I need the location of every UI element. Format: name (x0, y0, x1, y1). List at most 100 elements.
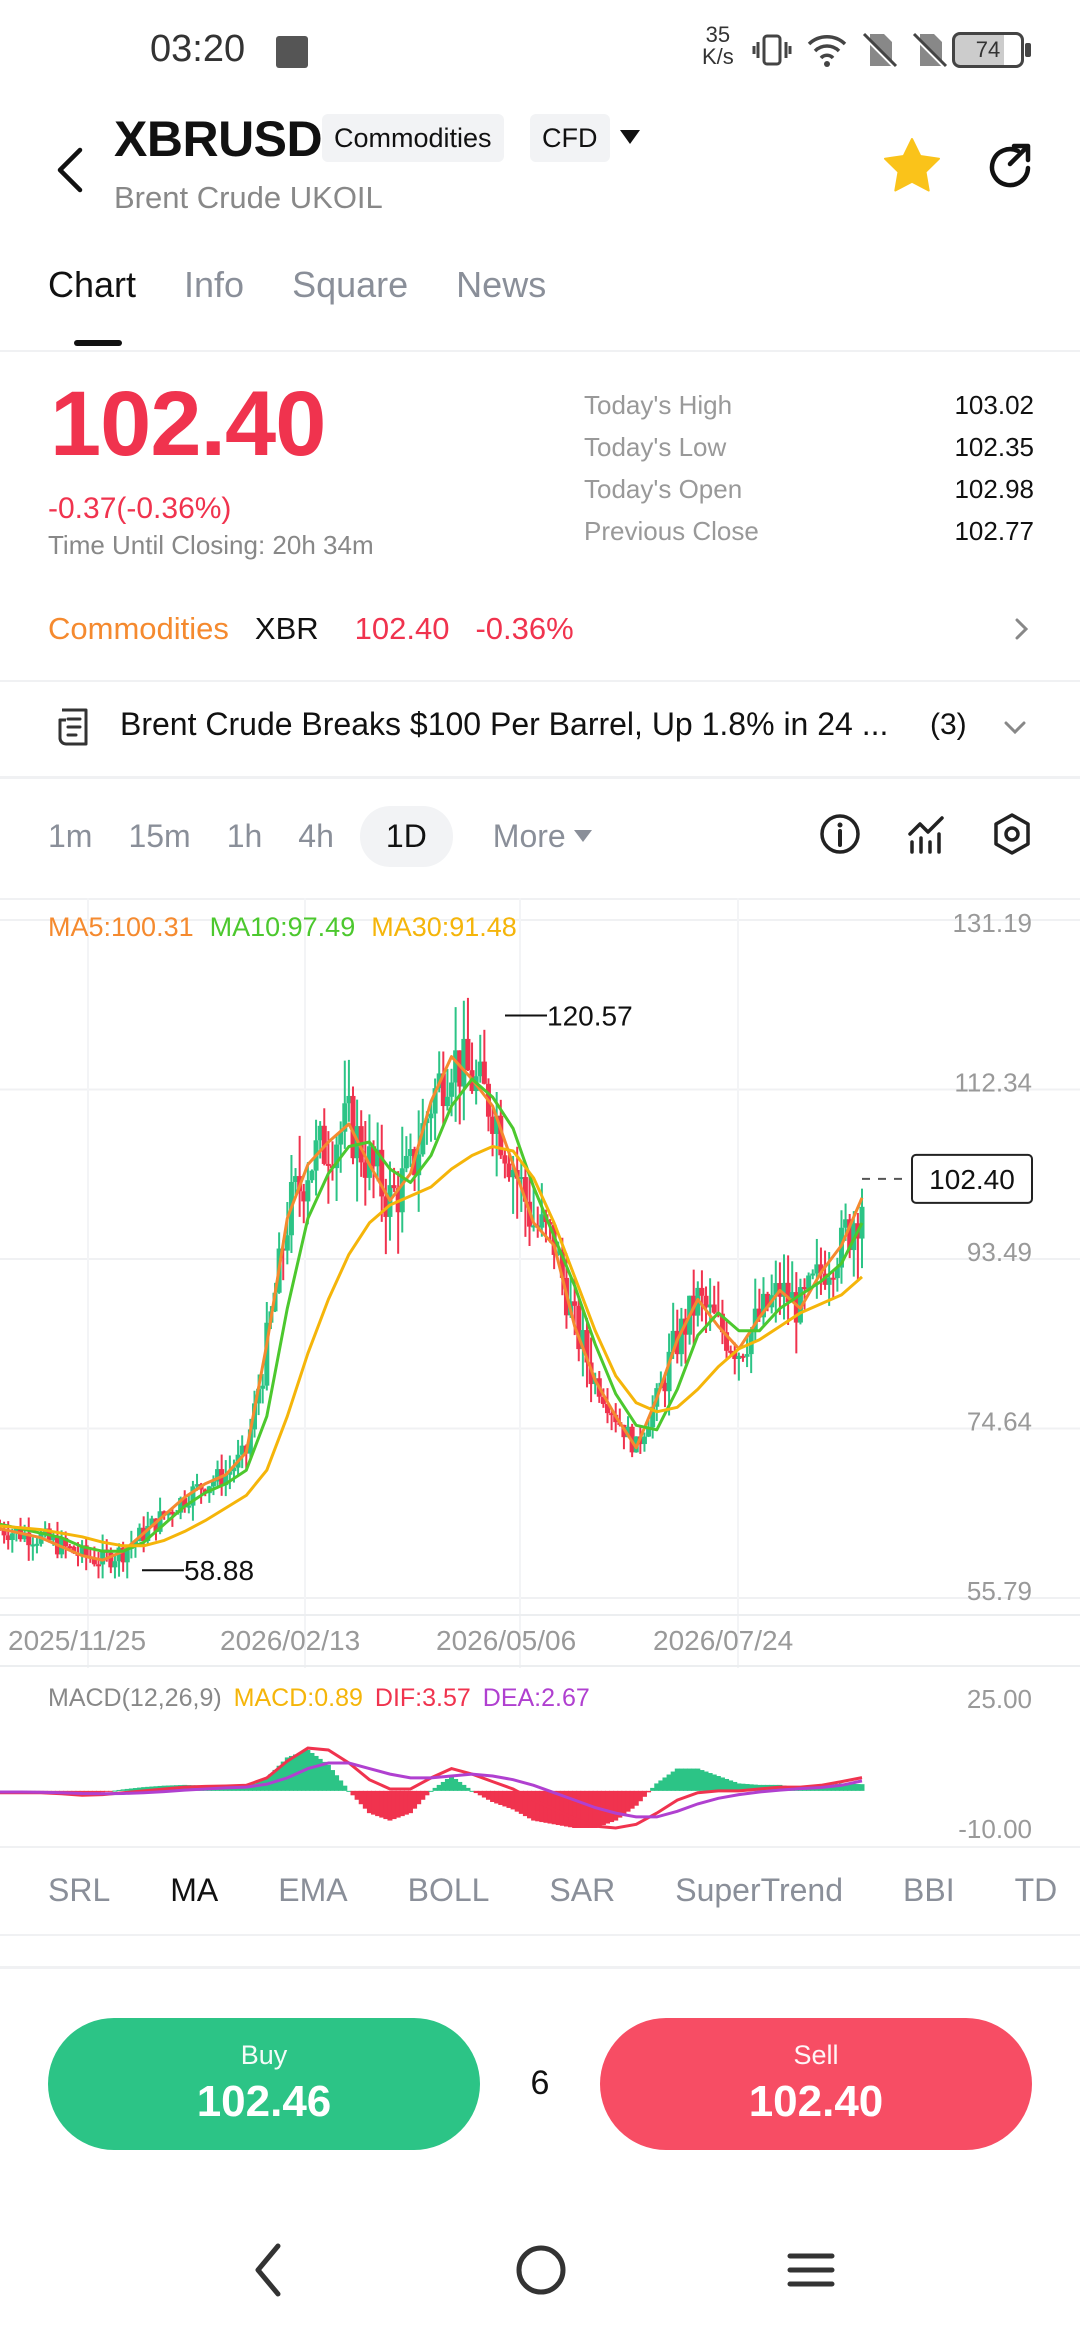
candle-body (765, 1293, 771, 1308)
macd-bar (444, 1778, 450, 1791)
candle-body (22, 1532, 28, 1540)
settings-icon[interactable] (990, 812, 1034, 856)
y-tick-label: 55.79 (967, 1576, 1032, 1606)
macd-bar (453, 1778, 459, 1791)
caret-down-icon (573, 830, 592, 842)
no-sim-icon-2 (912, 32, 948, 70)
back-arrow-icon[interactable] (48, 140, 92, 200)
candle-body (670, 1330, 676, 1352)
news-headline[interactable]: Brent Crude Breaks $100 Per Barrel, Up 1… (120, 706, 889, 742)
indicator-icon[interactable] (904, 812, 948, 856)
macd-bar (518, 1790, 524, 1814)
macd-bar (859, 1784, 865, 1791)
symbol-title: XBRUSD (114, 111, 323, 167)
macd-bar (605, 1790, 611, 1824)
buy-button[interactable]: Buy 102.46 (48, 2018, 480, 2150)
news-icon (58, 708, 88, 746)
macd-bar (100, 1790, 106, 1793)
macd-bar (477, 1790, 483, 1796)
nav-back-icon[interactable] (250, 2240, 290, 2300)
spread-value: 6 (530, 2064, 550, 2102)
macd-bar (490, 1790, 496, 1802)
interval-15m[interactable]: 15m (128, 817, 191, 854)
candle-body (539, 1214, 545, 1228)
macd-bar (847, 1783, 853, 1791)
candle-body (465, 1038, 471, 1071)
macd-bar (342, 1785, 348, 1791)
candle-body (830, 1277, 836, 1280)
macd-bar (580, 1790, 586, 1828)
interval-1d[interactable]: 1D (359, 805, 453, 867)
interval-4h[interactable]: 4h (298, 817, 334, 854)
candle-body (391, 1185, 397, 1189)
macd-bar (375, 1790, 381, 1817)
candle-body (843, 1219, 849, 1228)
tab-news[interactable]: News (456, 264, 547, 305)
candle-body (522, 1177, 528, 1202)
macd-bar (637, 1790, 643, 1802)
candle-body (740, 1355, 746, 1358)
interval-1h[interactable]: 1h (226, 817, 263, 854)
nav-menu-icon[interactable] (786, 2240, 836, 2300)
battery-icon: 74 (952, 32, 1031, 68)
tab-square[interactable]: Square (292, 264, 409, 305)
macd-bar (539, 1790, 545, 1823)
indicator-bbi[interactable]: BBI (903, 1872, 955, 1908)
ma30-value: MA30:91.48 (371, 912, 517, 942)
indicator-td[interactable]: TD (1014, 1872, 1058, 1908)
macd-bar (551, 1790, 557, 1825)
candle-body (744, 1354, 750, 1357)
ma10-value: MA10:97.49 (209, 912, 356, 942)
candle-body (83, 1545, 89, 1557)
candle-body (703, 1295, 709, 1308)
candle-body (293, 1176, 299, 1182)
macd-bar (559, 1790, 565, 1826)
tab-chart[interactable]: Chart (48, 264, 137, 305)
candle-body (732, 1351, 738, 1359)
macd-bar (457, 1781, 463, 1791)
macd-bar (309, 1752, 315, 1791)
macd-bar (288, 1755, 294, 1791)
macd-bar (469, 1790, 475, 1792)
price-chart[interactable]: 131.19 112.34 93.49 74.64 55.79 2025/11/25 202… (0, 898, 1080, 1848)
commodity-bar[interactable]: Commodities XBR 102.40 -0.36% (48, 608, 1032, 650)
candle-body (284, 1235, 290, 1251)
indicator-ema[interactable]: EMA (278, 1872, 348, 1908)
candle-body (223, 1474, 229, 1486)
macd-bar (91, 1790, 97, 1794)
share-icon[interactable] (984, 140, 1036, 192)
status-time: 03:20 (150, 28, 246, 70)
chevron-down-icon[interactable] (1000, 716, 1030, 740)
macd-bar (420, 1790, 426, 1800)
macd-bar (494, 1790, 500, 1804)
info-icon[interactable] (818, 812, 862, 856)
last-price-box (911, 1153, 1033, 1204)
candle-body (71, 1546, 77, 1554)
macd-bar (617, 1790, 623, 1818)
nav-home-icon[interactable] (514, 2240, 568, 2300)
more-intervals-button[interactable]: More (493, 818, 592, 855)
macd-bar (137, 1787, 143, 1791)
macd-bar (662, 1777, 668, 1791)
macd-bar (531, 1790, 537, 1821)
indicator-sar[interactable]: SAR (549, 1872, 616, 1908)
indicator-ma[interactable]: MA (170, 1872, 219, 1908)
tab-info[interactable]: Info (184, 264, 245, 305)
candle-body (379, 1149, 385, 1197)
favorite-star-icon[interactable] (882, 136, 942, 194)
sell-button[interactable]: Sell 102.40 (600, 2018, 1032, 2150)
indicator-supertrend[interactable]: SuperTrend (675, 1872, 844, 1908)
macd-bar (851, 1783, 857, 1791)
interval-1m[interactable]: 1m (48, 817, 93, 854)
macd-bar (576, 1790, 582, 1828)
candle-body (178, 1497, 184, 1513)
dea-value: DEA:2.67 (482, 1684, 590, 1712)
macd-bar (321, 1761, 327, 1791)
symbol-dropdown-icon[interactable] (620, 130, 640, 144)
ma-line-ma5 (0, 1055, 864, 1562)
cfd-tag[interactable]: CFD (530, 114, 610, 162)
divider (0, 898, 1080, 900)
macd-bar (654, 1783, 660, 1791)
indicator-srl[interactable]: SRL (48, 1872, 111, 1908)
indicator-boll[interactable]: BOLL (407, 1872, 490, 1908)
